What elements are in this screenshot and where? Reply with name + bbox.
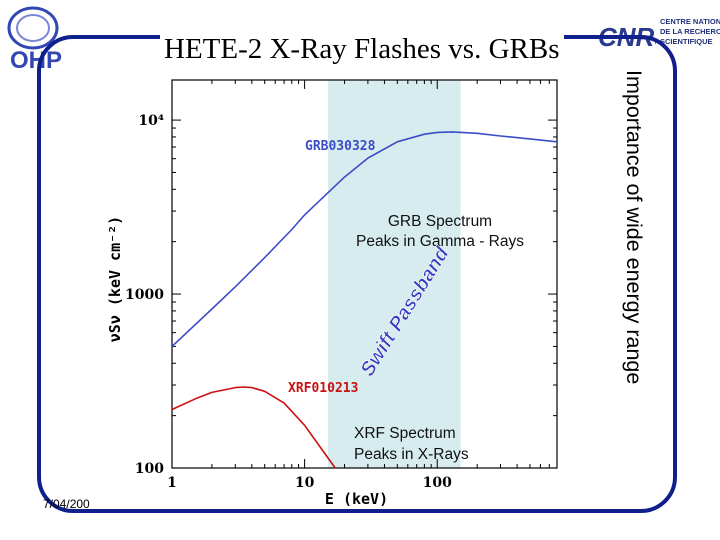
cnrs-caption-line: SCIENTIFIQUE — [660, 37, 713, 46]
cnrs-caption-line: DE LA RECHERCHE — [660, 27, 720, 36]
cnrs-caption-line: CENTRE NATIONAL — [660, 17, 720, 26]
x-tick-label: 1 — [167, 475, 177, 491]
x-tick-label: 10 — [295, 475, 315, 491]
annotation-xrf: XRF Spectrum — [354, 425, 456, 442]
footer-date: 7/04/200 — [43, 497, 90, 511]
cnrs-caption: CENTRE NATIONAL DE LA RECHERCHE SCIENTIF… — [660, 17, 720, 47]
y-tick-label: 100 — [135, 461, 164, 477]
x-tick-label: 100 — [423, 475, 452, 491]
annotation-xrf: Peaks in X-Rays — [354, 446, 469, 463]
y-tick-label: 10⁴ — [138, 113, 164, 129]
series-line-grb030328 — [171, 131, 558, 347]
side-note: Importance of wide energy range — [620, 68, 646, 478]
passband-band — [327, 80, 461, 468]
series-line-xrf010213 — [171, 386, 336, 469]
series-label-xrf: XRF010213 — [288, 381, 358, 396]
x-axis-label: E (keV) — [325, 490, 388, 508]
y-tick-label: 1000 — [125, 287, 164, 303]
y-axis-label: νSν (keV cm⁻²) — [106, 216, 124, 342]
side-note-text: Importance of wide energy range — [621, 68, 646, 387]
series-label-grb: GRB030328 — [305, 139, 376, 154]
annotation-grb: Peaks in Gamma - Rays — [356, 233, 524, 250]
plot-frame — [171, 79, 558, 469]
slide-title: HETE-2 X-Ray Flashes vs. GRBs — [160, 33, 564, 66]
annotation-grb: GRB Spectrum — [388, 213, 492, 230]
